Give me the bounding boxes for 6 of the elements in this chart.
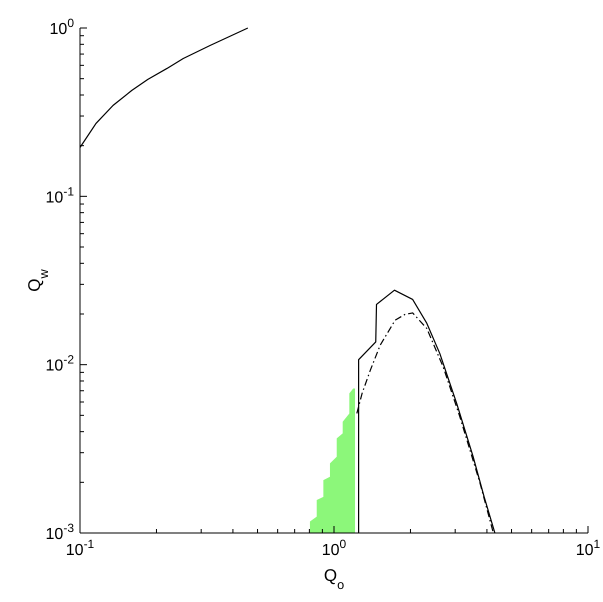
y-tick-label: 10$^{0}$: [50, 16, 74, 38]
y-tick-label: 10$^{-1}$: [46, 184, 74, 206]
x-tick-label: 10$^{1}$: [576, 537, 601, 559]
y-tick-label: 10$^{-2}$: [46, 352, 74, 375]
x-tick-label: 10$^{0}$: [322, 537, 347, 559]
x-axis-title: Q$_{o}$: [324, 566, 344, 592]
